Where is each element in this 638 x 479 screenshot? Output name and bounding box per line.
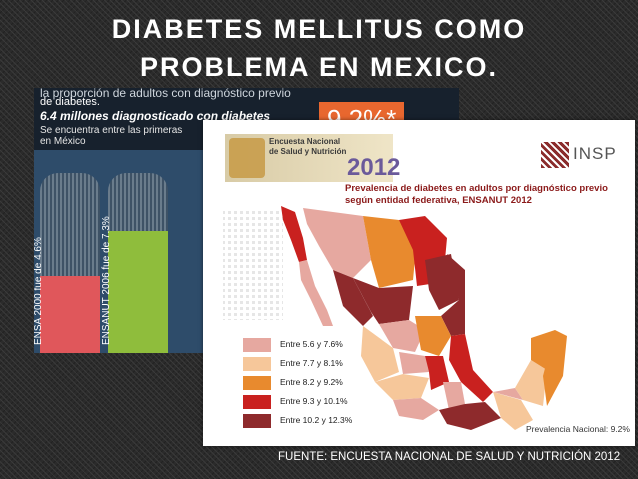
legend-swatch bbox=[243, 395, 271, 409]
bar-fill bbox=[40, 275, 100, 353]
ensanut-emblem-icon bbox=[229, 138, 265, 178]
state-jalisco bbox=[361, 326, 399, 382]
insp-logo: INSP bbox=[541, 142, 621, 168]
state-baja-california-sur bbox=[299, 260, 333, 326]
state-puebla bbox=[443, 382, 465, 410]
state-san-luis-potosi bbox=[415, 316, 451, 356]
legend-label: Entre 8.2 y 9.2% bbox=[280, 377, 343, 387]
ensanut-logo-text: Encuesta Nacional de Salud y Nutrición bbox=[269, 137, 347, 156]
state-oaxaca bbox=[439, 402, 501, 430]
bar-label: ENSANUT 2006 fue de 7.3% bbox=[101, 216, 112, 345]
prevalence-map-slide: Encuesta Nacional de Salud y Nutrición 2… bbox=[203, 120, 635, 446]
ensanut-logo-year: 2012 bbox=[347, 154, 401, 181]
background-text-partial: la proporción de adultos con diagnóstico… bbox=[40, 88, 291, 100]
survey-bar-ensanut-2006: ENSANUT 2006 fue de 7.3% bbox=[101, 173, 168, 353]
title-line-2: PROBLEMA EN MEXICO. bbox=[139, 52, 499, 82]
insp-emblem-icon bbox=[541, 142, 569, 168]
state-tamaulipas bbox=[441, 254, 465, 336]
state-michoacan bbox=[375, 374, 429, 400]
legend-label: Entre 7.7 y 8.1% bbox=[280, 358, 343, 368]
state-guanajuato bbox=[399, 352, 429, 374]
national-prevalence: Prevalencia Nacional: 9.2% bbox=[526, 424, 630, 434]
state-baja-california bbox=[281, 206, 307, 262]
state-veracruz bbox=[449, 334, 493, 402]
survey-bar-ensa-2000: ENSA 2000 fue de 4.6% bbox=[34, 173, 100, 353]
insp-logo-text: INSP bbox=[573, 144, 617, 163]
state-durango bbox=[353, 278, 413, 324]
state-central-mexico bbox=[425, 356, 449, 390]
background-text-ranking: Se encuentra entre las primeras en Méxic… bbox=[40, 125, 215, 147]
slide-title: DIABETES MELLITUS COMO PROBLEMA EN MEXIC… bbox=[0, 10, 638, 86]
legend-swatch bbox=[243, 357, 271, 371]
legend-swatch bbox=[243, 376, 271, 390]
background-text-millions: 6.4 millones diagnosticado con diabetes bbox=[40, 109, 271, 123]
state-chihuahua bbox=[363, 216, 417, 288]
legend-label: Entre 10.2 y 12.3% bbox=[280, 415, 353, 425]
map-title: Prevalencia de diabetes en adultos por d… bbox=[345, 183, 608, 206]
legend-label: Entre 5.6 y 7.6% bbox=[280, 339, 343, 349]
state-guerrero bbox=[393, 398, 439, 420]
legend-swatch bbox=[243, 414, 271, 428]
state-chiapas bbox=[493, 392, 533, 430]
state-nuevo-leon bbox=[425, 254, 459, 310]
legend-label: Entre 9.3 y 10.1% bbox=[280, 396, 348, 406]
mexico-map bbox=[223, 206, 567, 430]
bar-label: ENSA 2000 fue de 4.6% bbox=[34, 237, 44, 345]
state-sonora bbox=[303, 208, 371, 278]
state-campeche bbox=[515, 360, 547, 406]
background-text-ranking-a: Se encuentra entre las primeras bbox=[40, 125, 183, 136]
state-zacatecas bbox=[379, 320, 425, 352]
background-text-ranking-b: en México bbox=[40, 136, 86, 147]
map-dot-pattern bbox=[223, 210, 283, 320]
bar-fill bbox=[108, 230, 168, 353]
title-line-1: DIABETES MELLITUS COMO bbox=[111, 14, 527, 44]
state-sinaloa bbox=[333, 270, 373, 326]
background-text-diabetes: de diabetes. bbox=[40, 96, 100, 108]
legend-swatch bbox=[243, 338, 271, 352]
state-quintana-roo bbox=[543, 330, 567, 406]
state-tabasco bbox=[493, 388, 523, 400]
source-caption: FUENTE: ENCUESTA NACIONAL DE SALUD Y NUT… bbox=[278, 451, 621, 463]
ensanut-logo: Encuesta Nacional de Salud y Nutrición 2… bbox=[225, 134, 400, 182]
